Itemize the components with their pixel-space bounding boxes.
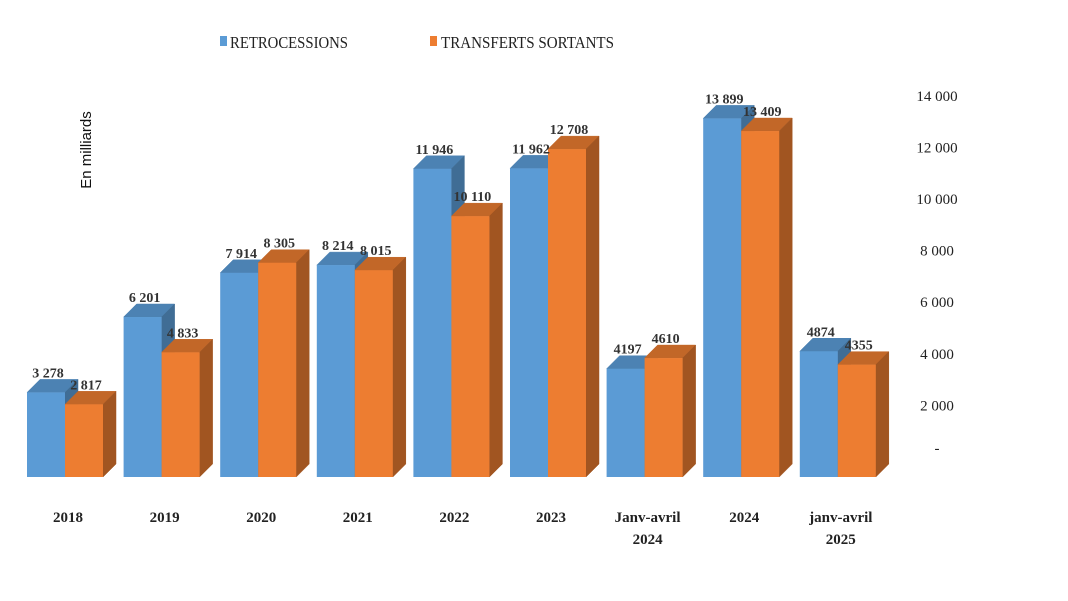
data-label: 8 305 [263,237,295,252]
data-label: 10 110 [454,190,492,205]
bar-front-face [316,265,355,477]
bar-front-face [65,404,103,477]
data-label: 3 278 [32,366,64,381]
data-label: 12 708 [550,123,589,138]
y-tick-label: 8 000 [920,244,954,260]
y-axis-label: En milliards [78,111,95,189]
data-label: 8 015 [360,244,392,259]
bar-front-face [644,358,683,477]
bar-front-face [220,272,259,477]
x-axis: 2018 2019 2020 2021 2022 2023 Janv-avril 2024 20… [53,510,872,548]
bar-transferts-sortants [643,344,697,478]
data-label: 4355 [845,339,873,354]
data-label: 4874 [807,325,835,340]
y-axis: - 2 000 4 000 6 000 8 000 10 000 12 000 14 000 [916,89,957,457]
data-label: 11 946 [416,143,454,158]
y-tick-label: - [935,441,940,457]
bar-front-face [703,118,742,478]
y-tick-label: 10 000 [916,192,957,208]
data-label: 8 214 [322,239,354,254]
data-label: 6 201 [129,291,161,306]
bar-front-face [548,149,586,477]
bar-side-face [585,135,600,478]
legend-label-transferts-sortants: TRANSFERTS SORTANTS [441,33,614,52]
data-label: 13 409 [743,105,782,120]
data-label: 7 914 [225,247,257,262]
y-tick-label: 4 000 [920,347,954,363]
bar-transferts-sortants [257,249,310,478]
bar-side-face [102,390,117,478]
bar-side-face [682,344,696,478]
data-label: 2 817 [70,378,102,393]
y-tick-label: 6 000 [920,295,954,311]
legend-swatch-transferts-sortants [430,36,437,46]
x-tick-label: Janv-avril 2024 [615,510,681,548]
bar-transferts-sortants [354,256,407,478]
bar-transferts-sortants [64,390,117,478]
bar-transferts-sortants [547,135,600,478]
x-tick-label: 2018 [53,510,83,526]
bar-front-face [510,168,548,477]
data-label: 13 899 [705,92,744,107]
bars [26,104,890,478]
bar-front-face [451,216,490,478]
bar-front-face [123,317,162,477]
x-tick-label: 2021 [343,510,373,526]
y-tick-label: 2 000 [920,398,954,414]
x-tick-label: 2023 [536,510,566,526]
bar-transferts-sortants [740,117,793,478]
x-tick-label: 2022 [439,510,469,526]
data-labels: 3 278 2 817 6 201 4 833 7 914 8 305 8 214 8 015… [32,92,873,393]
bar-front-face [354,270,393,477]
bar-side-face [199,338,213,478]
legend-swatch-retrocessions [220,36,227,46]
bar-front-face [27,392,65,477]
x-tick-label: 2019 [150,510,180,526]
data-label: 4197 [614,343,642,358]
bar-side-face [295,249,310,478]
bar-side-face [875,351,890,478]
legend-label-retrocessions: RETROCESSIONS [230,33,348,52]
bar-side-face [489,202,503,478]
y-tick-label: 14 000 [916,89,957,105]
bar-front-face [413,168,452,477]
bar-side-face [392,256,407,478]
data-label: 11 962 [512,142,550,157]
data-label: 4 833 [167,326,199,341]
bar-front-face [799,351,838,477]
legend: RETROCESSIONS TRANSFERTS SORTANTS [220,33,614,52]
bar-front-face [258,262,297,477]
bar-transferts-sortants [450,202,504,478]
bar-transferts-sortants [837,351,890,478]
x-tick-label: janv-avril 2025 [808,510,872,548]
data-label: 4610 [652,332,680,347]
x-tick-label: 2020 [246,510,276,526]
y-tick-label: 12 000 [916,140,957,156]
x-tick-label: 2024 [729,510,760,526]
bar-front-face [741,131,780,478]
bar-front-face [837,364,876,477]
bar-front-face [606,368,645,477]
bar-front-face [161,352,200,477]
bar-side-face [778,117,793,478]
bar-transferts-sortants [160,338,214,478]
